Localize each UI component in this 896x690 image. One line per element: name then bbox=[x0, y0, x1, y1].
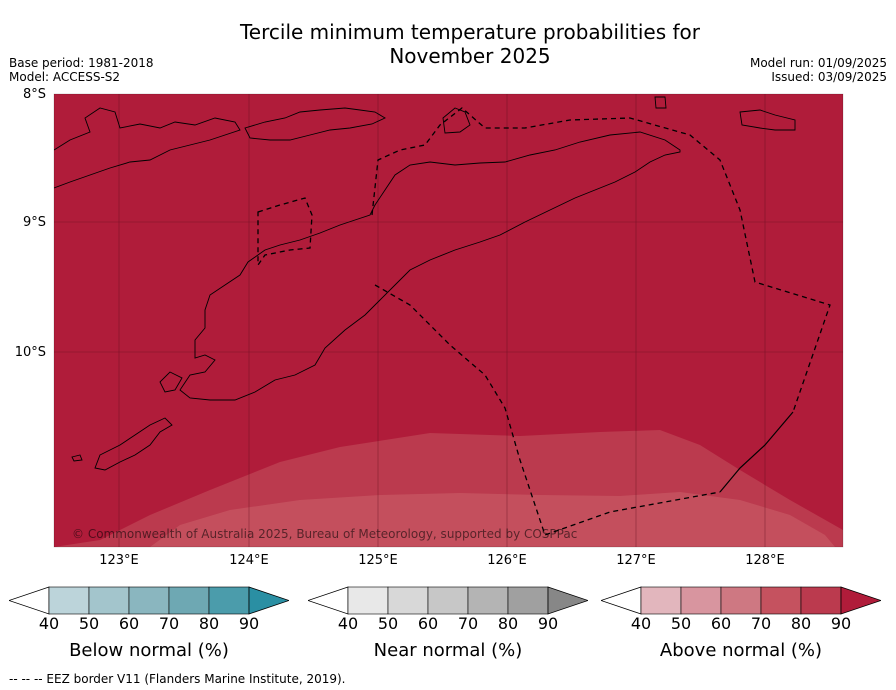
lat-label-10s: 10°S bbox=[14, 345, 46, 360]
colorbar-tick-label: 80 bbox=[497, 614, 519, 633]
lon-label-127e: 127°E bbox=[616, 553, 656, 568]
band-above-70 bbox=[150, 492, 835, 547]
colorbar-tick-label: 40 bbox=[337, 614, 359, 633]
colorbar-segment bbox=[347, 586, 389, 615]
meta-right: Model run: 01/09/2025 Issued: 03/09/2025 bbox=[750, 56, 887, 84]
colorbar-segment bbox=[507, 586, 549, 615]
colorbar-segment bbox=[800, 586, 842, 615]
model-name: Model: ACCESS-S2 bbox=[9, 70, 121, 84]
copyright-text: © Commonwealth of Australia 2025, Bureau… bbox=[72, 527, 577, 541]
colorbar-tick-label: 60 bbox=[710, 614, 732, 633]
colorbar-segment bbox=[467, 586, 509, 615]
title-line-2: November 2025 bbox=[389, 44, 551, 68]
colorbar-high-arrow bbox=[248, 586, 289, 615]
lon-label-124e: 124°E bbox=[229, 553, 269, 568]
colorbar-tick-label: 70 bbox=[457, 614, 479, 633]
coast-semau bbox=[94, 417, 173, 471]
coast-alor bbox=[244, 107, 386, 141]
colorbar-low-arrow bbox=[601, 586, 642, 615]
coast-flores bbox=[54, 107, 241, 189]
colorbar-high-arrow bbox=[840, 586, 881, 615]
colorbar-segment bbox=[168, 586, 210, 615]
colorbar-tick-label: 70 bbox=[158, 614, 180, 633]
colorbar-tick-label: 90 bbox=[830, 614, 852, 633]
colorbar-low-arrow bbox=[9, 586, 50, 615]
base-period: Base period: 1981-2018 bbox=[9, 56, 154, 70]
coast-atauro bbox=[442, 107, 471, 134]
lat-label-9s: 9°S bbox=[22, 215, 46, 230]
colorbar-segment bbox=[128, 586, 170, 615]
colorbar-below-normal bbox=[9, 586, 289, 615]
colorbar-tick-label: 80 bbox=[790, 614, 812, 633]
boundary-solid bbox=[719, 411, 794, 493]
colorbar-tick-label: 80 bbox=[198, 614, 220, 633]
colorbar-segment bbox=[88, 586, 130, 615]
coast-rote bbox=[159, 371, 183, 393]
colorbar-near-normal bbox=[308, 586, 588, 615]
lat-label-8s: 8°S bbox=[22, 87, 46, 102]
colorbar-title-below-normal: Below normal (%) bbox=[69, 640, 229, 661]
colorbar-low-arrow bbox=[308, 586, 349, 615]
colorbar-tick-label: 90 bbox=[537, 614, 559, 633]
eez-borders bbox=[257, 107, 831, 536]
colorbar-tick-label: 40 bbox=[630, 614, 652, 633]
colorbar-tick-label: 60 bbox=[417, 614, 439, 633]
eez-oecusse bbox=[257, 197, 313, 268]
colorbar-segment bbox=[208, 586, 250, 615]
coast-wetar bbox=[654, 96, 667, 109]
colorbar-tick-label: 50 bbox=[377, 614, 399, 633]
colorbar-segment bbox=[427, 586, 469, 615]
colorbar-above-normal bbox=[601, 586, 881, 615]
colorbar-title-above-normal: Above normal (%) bbox=[659, 640, 823, 661]
colorbar-segment bbox=[760, 586, 802, 615]
graticule bbox=[54, 94, 843, 547]
colorbar-title-near-normal: Near normal (%) bbox=[373, 640, 523, 661]
model-run: Model run: 01/09/2025 bbox=[749, 56, 887, 70]
meta-left: Base period: 1981-2018 Model: ACCESS-S2 bbox=[9, 56, 154, 84]
lon-label-126e: 126°E bbox=[487, 553, 527, 568]
colorbar-tick-label: 50 bbox=[78, 614, 100, 633]
lon-label-125e: 125°E bbox=[358, 553, 398, 568]
eez-north bbox=[371, 107, 831, 413]
eez-south bbox=[374, 284, 721, 536]
colorbar-segment bbox=[680, 586, 722, 615]
colorbar-high-arrow bbox=[547, 586, 588, 615]
colorbar-tick-label: 90 bbox=[238, 614, 260, 633]
title-line-1: Tercile minimum temperature probabilitie… bbox=[239, 20, 701, 44]
coast-timor bbox=[179, 131, 681, 401]
colorbar-tick-label: 70 bbox=[750, 614, 772, 633]
colorbar-segment bbox=[48, 586, 90, 615]
issued-date: Issued: 03/09/2025 bbox=[771, 70, 887, 84]
colorbar-segment bbox=[720, 586, 762, 615]
colorbar-tick-label: 50 bbox=[670, 614, 692, 633]
chart-title: Tercile minimum temperature probabilitie… bbox=[170, 20, 770, 68]
lon-label-123e: 123°E bbox=[99, 553, 139, 568]
eez-legend: -- -- -- EEZ border V11 (Flanders Marine… bbox=[9, 672, 346, 686]
colorbar-tick-label: 60 bbox=[118, 614, 140, 633]
colorbar-segment bbox=[387, 586, 429, 615]
colorbar-tick-label: 40 bbox=[38, 614, 60, 633]
colorbar-segment bbox=[640, 586, 682, 615]
coastlines bbox=[54, 96, 796, 471]
coast-sawu bbox=[71, 454, 83, 462]
lon-label-128e: 128°E bbox=[745, 553, 785, 568]
coast-islands-ne bbox=[739, 109, 796, 131]
